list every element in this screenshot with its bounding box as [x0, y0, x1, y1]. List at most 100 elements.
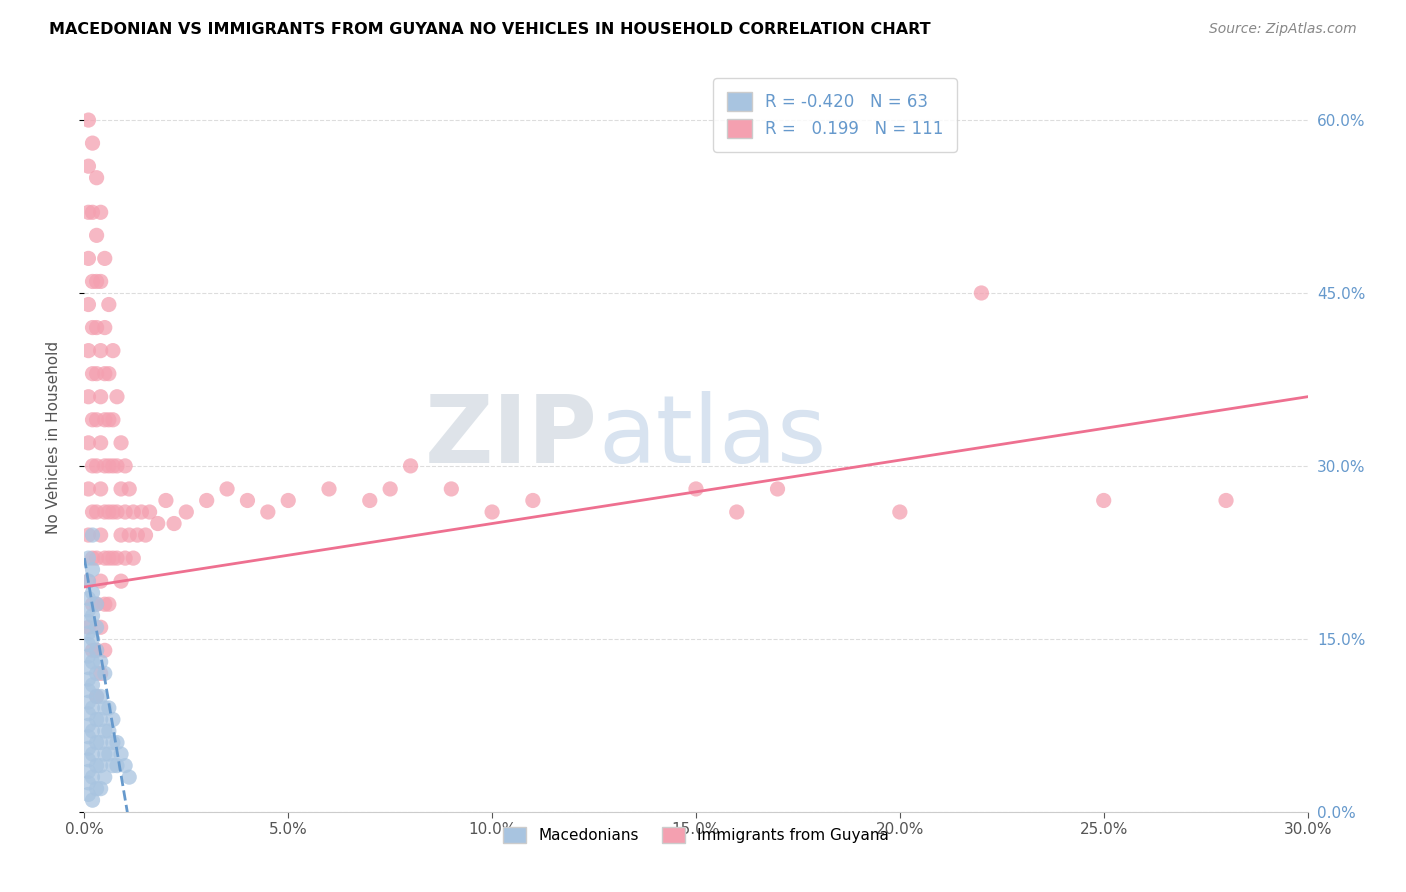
Y-axis label: No Vehicles in Household: No Vehicles in Household	[46, 341, 60, 533]
Point	[110, 482, 132, 496]
Point	[90, 574, 112, 589]
Point	[110, 747, 132, 761]
Point	[105, 458, 128, 473]
Text: Source: ZipAtlas.com: Source: ZipAtlas.com	[1209, 22, 1357, 37]
Point	[122, 551, 145, 566]
Point	[82, 505, 104, 519]
Point	[82, 367, 104, 381]
Point	[82, 597, 104, 611]
Point	[97, 747, 120, 761]
Point	[101, 713, 124, 727]
Point	[131, 505, 153, 519]
Point	[101, 413, 124, 427]
Point	[110, 574, 132, 589]
Point	[380, 482, 402, 496]
Point	[114, 758, 136, 772]
Point	[399, 458, 422, 473]
Point	[318, 482, 340, 496]
Point	[82, 528, 104, 542]
Point	[86, 458, 108, 473]
Point	[105, 551, 128, 566]
Point	[93, 724, 115, 739]
Point	[101, 735, 124, 749]
Point	[82, 632, 104, 646]
Point	[138, 505, 160, 519]
Point	[77, 390, 100, 404]
Point	[93, 505, 115, 519]
Point	[970, 285, 993, 300]
Point	[93, 367, 115, 381]
Point	[77, 615, 100, 629]
Point	[122, 505, 145, 519]
Text: atlas: atlas	[598, 391, 827, 483]
Point	[118, 482, 141, 496]
Point	[766, 482, 789, 496]
Point	[77, 753, 100, 767]
Point	[77, 730, 100, 744]
Point	[77, 776, 100, 790]
Point	[93, 701, 115, 715]
Point	[93, 747, 115, 761]
Point	[77, 574, 100, 589]
Point	[97, 367, 120, 381]
Point	[77, 159, 100, 173]
Point	[86, 690, 108, 704]
Point	[86, 758, 108, 772]
Point	[101, 343, 124, 358]
Point	[90, 435, 112, 450]
Point	[257, 505, 280, 519]
Point	[86, 713, 108, 727]
Point	[97, 597, 120, 611]
Point	[77, 528, 100, 542]
Point	[90, 482, 112, 496]
Point	[93, 643, 115, 657]
Point	[90, 666, 112, 681]
Point	[86, 643, 108, 657]
Point	[90, 690, 112, 704]
Point	[86, 666, 108, 681]
Point	[86, 320, 108, 334]
Point	[86, 735, 108, 749]
Point	[77, 764, 100, 779]
Point	[86, 690, 108, 704]
Point	[77, 788, 100, 802]
Point	[77, 551, 100, 566]
Point	[97, 505, 120, 519]
Point	[82, 678, 104, 692]
Point	[118, 770, 141, 784]
Point	[86, 228, 108, 243]
Point	[82, 136, 104, 150]
Point	[97, 297, 120, 311]
Point	[685, 482, 707, 496]
Point	[77, 574, 100, 589]
Point	[114, 551, 136, 566]
Point	[77, 113, 100, 128]
Point	[90, 655, 112, 669]
Point	[481, 505, 503, 519]
Point	[82, 458, 104, 473]
Point	[77, 591, 100, 606]
Point	[93, 666, 115, 681]
Point	[127, 528, 149, 542]
Point	[725, 505, 748, 519]
Point	[77, 741, 100, 756]
Point	[90, 275, 112, 289]
Point	[90, 390, 112, 404]
Point	[97, 701, 120, 715]
Point	[440, 482, 463, 496]
Point	[86, 643, 108, 657]
Point	[90, 528, 112, 542]
Point	[101, 758, 124, 772]
Point	[86, 413, 108, 427]
Text: MACEDONIAN VS IMMIGRANTS FROM GUYANA NO VEHICLES IN HOUSEHOLD CORRELATION CHART: MACEDONIAN VS IMMIGRANTS FROM GUYANA NO …	[49, 22, 931, 37]
Point	[1092, 493, 1115, 508]
Point	[82, 793, 104, 807]
Point	[217, 482, 239, 496]
Point	[1215, 493, 1237, 508]
Point	[90, 343, 112, 358]
Point	[110, 528, 132, 542]
Point	[101, 505, 124, 519]
Point	[105, 390, 128, 404]
Point	[101, 551, 124, 566]
Point	[77, 252, 100, 266]
